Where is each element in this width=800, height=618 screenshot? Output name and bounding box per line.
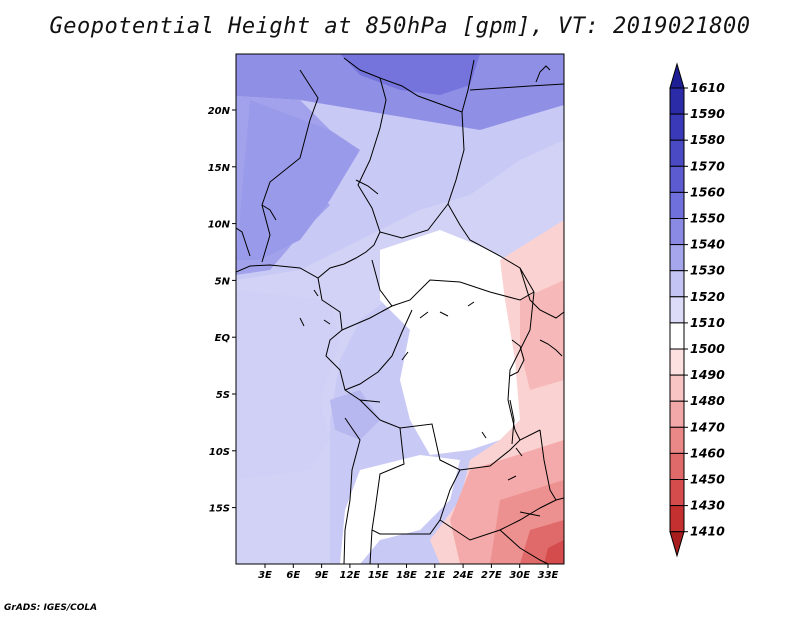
colorbar-label: 1560 <box>690 184 725 199</box>
colorbar-segment <box>669 426 685 454</box>
x-tick-label: 6E <box>286 570 300 581</box>
colorbar-segment <box>669 322 685 350</box>
colorbar-label: 1590 <box>690 106 725 121</box>
x-axis: 3E 6E 9E 12E 15E 18E 21E 24E 27E 30E 33E <box>258 564 559 581</box>
colorbar-segment <box>669 479 685 507</box>
y-tick-label: 15S <box>209 504 230 515</box>
x-tick-label: 30E <box>509 570 530 581</box>
x-tick-label: 33E <box>538 570 559 581</box>
colorbar-label: 1540 <box>690 237 725 252</box>
colorbar-label: 1430 <box>690 498 725 513</box>
colorbar-segment <box>669 452 685 480</box>
colorbar-segment <box>669 113 685 141</box>
colorbar-label: 1490 <box>690 367 725 382</box>
y-tick-label: 5N <box>215 276 231 287</box>
y-tick-label: 15N <box>208 163 231 174</box>
colorbar-label: 1550 <box>690 211 725 226</box>
colorbar-segment <box>669 218 685 246</box>
y-tick-label: 5S <box>216 390 230 401</box>
colorbar-segment <box>669 348 685 376</box>
colorbar-segment <box>669 270 685 298</box>
colorbar-label: 1410 <box>690 524 725 539</box>
y-tick-label: 10N <box>208 220 231 231</box>
x-tick-label: 18E <box>396 570 417 581</box>
colorbar-label: 1460 <box>690 445 725 460</box>
y-tick-label: 20N <box>208 106 231 117</box>
x-tick-label: 15E <box>368 570 389 581</box>
colorbar-segment <box>669 191 685 219</box>
colorbar-label: 1610 <box>690 80 725 95</box>
colorbar-label: 1570 <box>690 158 725 173</box>
colorbar-label: 1510 <box>690 315 725 330</box>
colorbar-bottom-arrow <box>669 531 685 558</box>
colorbar-label: 1450 <box>690 472 725 487</box>
country-borders <box>236 57 564 564</box>
x-tick-label: 21E <box>424 570 445 581</box>
colorbar-label: 1500 <box>690 341 725 356</box>
colorbar-label: 1520 <box>690 289 725 304</box>
x-tick-label: 3E <box>258 570 272 581</box>
colorbar-label: 1580 <box>690 132 725 147</box>
height-field <box>236 54 564 564</box>
y-axis: 20N 15N 10N 5N EQ 5S 10S 15S <box>208 106 236 515</box>
colorbar-segment <box>669 244 685 272</box>
x-tick-label: 9E <box>315 570 329 581</box>
colorbar-label: 1480 <box>690 393 725 408</box>
colorbar-segment <box>669 400 685 428</box>
y-tick-label: EQ <box>215 333 231 344</box>
x-tick-label: 27E <box>481 570 502 581</box>
colorbar-segment <box>669 165 685 193</box>
colorbar-segment <box>669 139 685 167</box>
colorbar-segment <box>669 374 685 402</box>
x-tick-label: 24E <box>453 570 474 581</box>
colorbar-top-arrow <box>669 62 685 89</box>
colorbar-segment <box>669 505 685 533</box>
map-frame <box>235 53 565 565</box>
colorbar-segment <box>669 296 685 324</box>
colorbar-label: 1530 <box>690 263 725 278</box>
grads-credit: GrADS: IGES/COLA <box>4 603 98 613</box>
map-title: Geopotential Height at 850hPa [gpm], VT:… <box>49 14 751 39</box>
x-tick-label: 12E <box>340 570 361 581</box>
colorbar-segment <box>669 87 685 115</box>
y-tick-label: 10S <box>209 447 230 458</box>
colorbar-label: 1470 <box>690 419 725 434</box>
colorbar: 1610 1590 1580 1570 1560 1550 1540 1530 1520 1510… <box>669 62 725 558</box>
